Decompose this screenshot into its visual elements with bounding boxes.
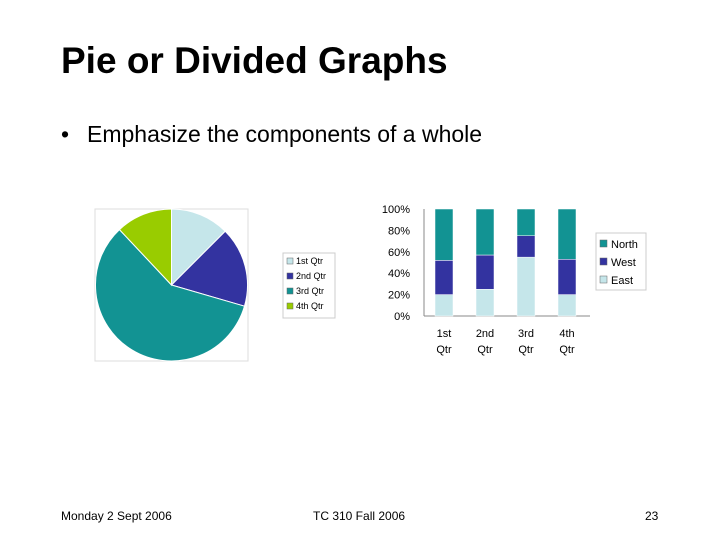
- footer-date: Monday 2 Sept 2006: [61, 509, 172, 523]
- x-tick-label-2nd-qtr-part-2: Qtr: [477, 344, 493, 356]
- pie-chart: [94, 208, 249, 362]
- pie-legend: 1st Qtr 2nd Qtr 3rd Qtr 4th Qtr: [282, 252, 336, 319]
- footer-page-number: 23: [645, 509, 659, 523]
- y-tick-label-60: 60%: [388, 247, 410, 259]
- stacked-bar-chart: 0% 20% 40% 60% 80% 100% 1st Qtr 2nd Qtr 3rd Qtr 4th Q…: [382, 204, 590, 356]
- pie-legend-label-1st-qtr: 1st Qtr: [296, 256, 323, 266]
- bullet-text: Emphasize the components of a whole: [87, 121, 483, 147]
- slide-title: Pie or Divided Graphs: [61, 40, 448, 81]
- y-tick-label-0: 0%: [394, 311, 410, 323]
- bar-segment-north-4th-qtr: [557, 208, 577, 260]
- bar-legend-swatch-west: [599, 257, 608, 266]
- y-tick-label-100: 100%: [382, 204, 410, 216]
- bar-legend-label-west: West: [611, 257, 636, 269]
- bar-segment-west-3rd-qtr: [516, 235, 536, 258]
- x-tick-label-3rd-qtr-part-2: Qtr: [518, 344, 534, 356]
- bar-segment-west-4th-qtr: [557, 259, 577, 295]
- pie-legend-swatch-3rd-qtr: [286, 287, 294, 295]
- bar-segment-east-3rd-qtr: [516, 256, 536, 317]
- bar-legend-swatch-north: [599, 239, 608, 248]
- bar-segment-east-4th-qtr: [557, 294, 577, 317]
- bar-segment-east-2nd-qtr: [475, 289, 495, 317]
- bar-legend-swatch-east: [599, 275, 608, 284]
- pie-slice-2nd-qtr: [170, 230, 248, 307]
- bar-segment-north-1st-qtr: [434, 208, 454, 261]
- pie-slice-1st-qtr: [171, 208, 226, 287]
- y-tick-label-40: 40%: [388, 268, 410, 280]
- bullet-item: • Emphasize the components of a whole: [61, 121, 482, 148]
- pie-legend-label-2nd-qtr: 2nd Qtr: [296, 271, 326, 281]
- x-tick-label-4th-qtr-part-1: 4th: [559, 328, 574, 340]
- y-tick-label-20: 20%: [388, 290, 410, 302]
- pie-legend-label-3rd-qtr: 3rd Qtr: [296, 286, 324, 296]
- bar-segment-north-2nd-qtr: [475, 208, 495, 256]
- x-tick-label-4th-qtr-part-2: Qtr: [559, 344, 575, 356]
- bar-segment-west-1st-qtr: [434, 260, 454, 295]
- bar-legend-label-north: North: [611, 239, 638, 251]
- x-tick-label-1st-qtr-part-1: 1st: [437, 328, 452, 340]
- bullet-dot-icon: •: [61, 121, 70, 147]
- bar-segment-west-2nd-qtr: [475, 254, 495, 290]
- bar-segment-north-3rd-qtr: [516, 208, 536, 236]
- pie-legend-label-4th-qtr: 4th Qtr: [296, 301, 324, 311]
- x-tick-label-1st-qtr-part-2: Qtr: [436, 344, 452, 356]
- pie-legend-swatch-1st-qtr: [286, 257, 294, 265]
- pie-legend-swatch-4th-qtr: [286, 302, 294, 310]
- pie-legend-swatch-2nd-qtr: [286, 272, 294, 280]
- pie-slice-3rd-qtr: [95, 228, 246, 362]
- y-tick-label-80: 80%: [388, 225, 410, 237]
- pie-slice-4th-qtr: [118, 208, 172, 287]
- bar-segment-east-1st-qtr: [434, 294, 454, 317]
- bar-legend-label-east: East: [611, 275, 633, 287]
- x-tick-label-3rd-qtr-part-1: 3rd: [518, 328, 534, 340]
- x-tick-label-2nd-qtr-part-1: 2nd: [476, 328, 494, 340]
- footer-course: TC 310 Fall 2006: [313, 509, 406, 523]
- bar-legend: North West East: [595, 232, 647, 291]
